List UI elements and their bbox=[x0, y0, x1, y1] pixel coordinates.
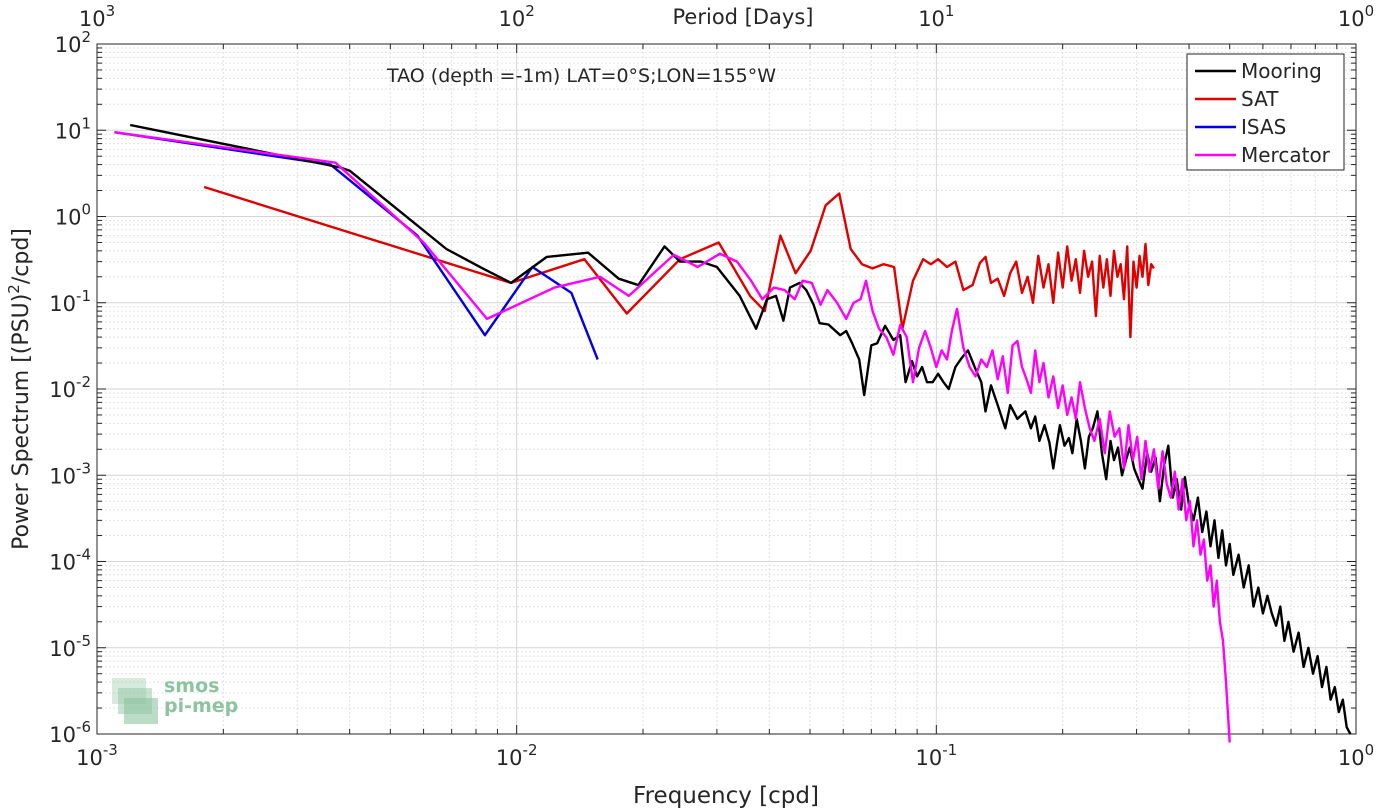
top-tick-label: 100 bbox=[1338, 2, 1374, 31]
y-tick-label: 10-4 bbox=[49, 546, 91, 575]
top-tick-label: 101 bbox=[918, 2, 954, 31]
y-tick-label: 10-5 bbox=[49, 632, 91, 661]
y-tick-label: 10-2 bbox=[49, 373, 91, 402]
legend-box bbox=[1186, 53, 1345, 171]
legend-label-isas: ISAS bbox=[1241, 115, 1286, 139]
series-line-sat bbox=[203, 185, 1155, 339]
top-tick-label: 102 bbox=[499, 2, 535, 31]
axis-ticks bbox=[96, 43, 1357, 735]
y-tick-label: 102 bbox=[55, 28, 91, 57]
x-tick-label: 10-2 bbox=[496, 741, 538, 770]
x-tick-label: 10-3 bbox=[76, 741, 118, 770]
chart-title: TAO (depth =-1m) LAT=0°S;LON=155°W bbox=[386, 65, 776, 87]
logo-text-line1: smos bbox=[164, 675, 219, 697]
series-lines bbox=[114, 123, 1352, 743]
x-tick-label: 10-1 bbox=[915, 741, 957, 770]
x-tick-label: 100 bbox=[1338, 741, 1374, 770]
legend-label-mooring: Mooring bbox=[1241, 59, 1322, 83]
legend-label-sat: SAT bbox=[1241, 87, 1279, 111]
x-axis-label: Frequency [cpd] bbox=[633, 783, 819, 809]
top-axis-label: Period [Days] bbox=[673, 5, 814, 29]
top-tick-label: 103 bbox=[79, 2, 115, 31]
y-axis-label: Power Spectrum [(PSU)2/cpd] bbox=[5, 228, 34, 550]
y-tick-label: 101 bbox=[55, 114, 91, 143]
y-tick-label: 10-3 bbox=[49, 459, 91, 488]
y-tick-label: 10-1 bbox=[49, 287, 91, 316]
y-tick-label: 100 bbox=[55, 201, 91, 230]
legend: Mooring SAT ISAS Mercator bbox=[1186, 53, 1345, 171]
logo-text-line2: pi-mep bbox=[164, 695, 238, 717]
y-tick-label: 10-6 bbox=[49, 718, 91, 747]
logo-block bbox=[124, 698, 158, 724]
series-line-mercator bbox=[114, 131, 1231, 743]
series-line-mooring bbox=[129, 123, 1352, 735]
legend-label-mercator: Mercator bbox=[1241, 143, 1331, 167]
